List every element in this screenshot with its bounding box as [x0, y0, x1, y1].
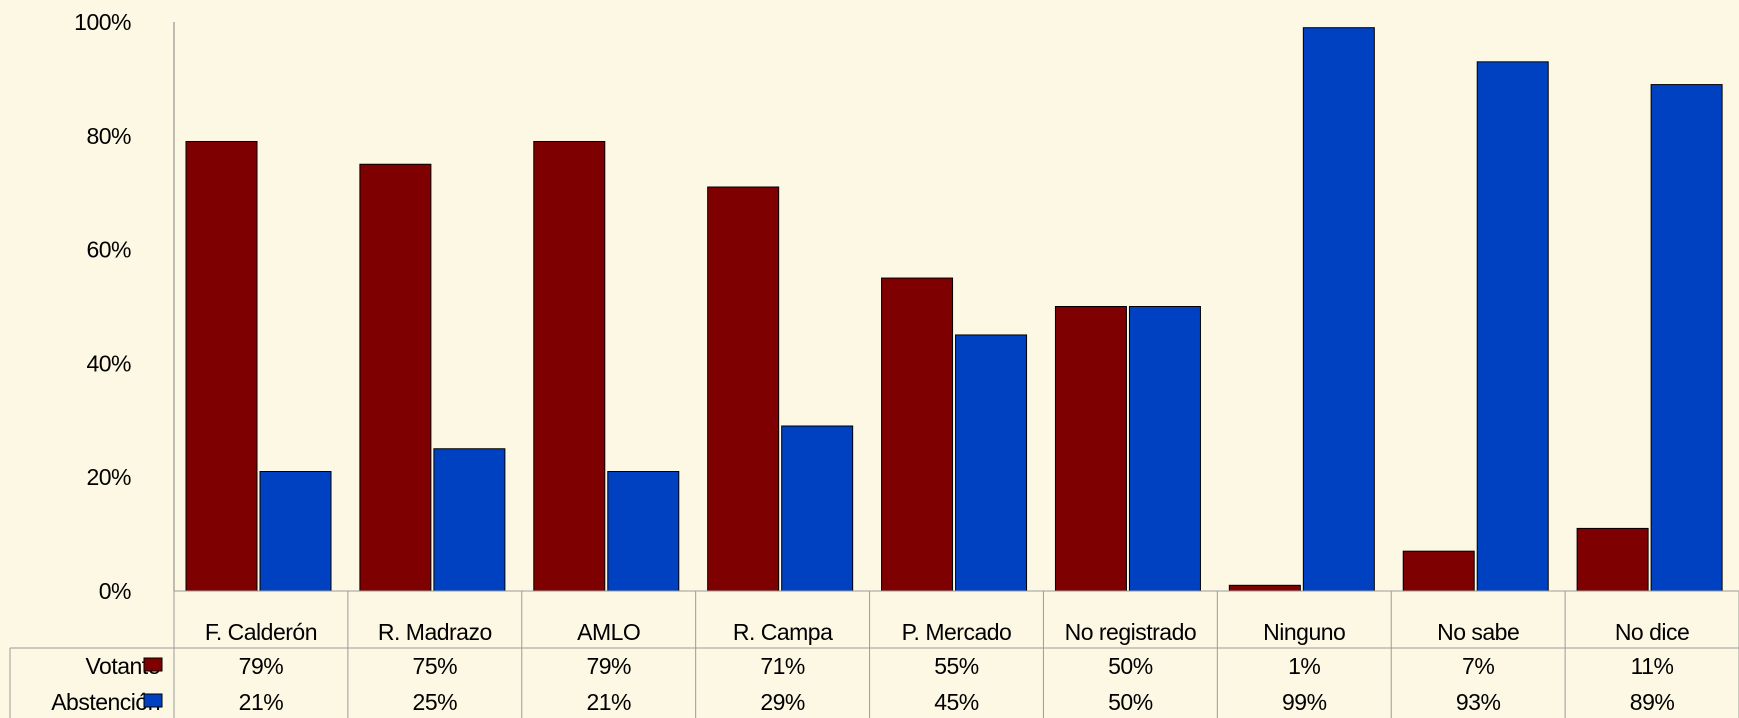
legend-label-abstencion: Abstención [51, 689, 160, 715]
data-label-votante: 11% [1631, 653, 1674, 679]
data-table: F. Calderón R. Madrazo AMLO R. Campa P. Merc… [9, 590, 1739, 718]
bar-abstencion [259, 471, 332, 592]
data-label-votante: 71% [760, 653, 805, 679]
bar-abstencion [1476, 61, 1549, 592]
bar-abstencion [433, 448, 506, 592]
data-label-votante: 75% [413, 653, 458, 679]
data-label-abstencion: 25% [413, 689, 458, 715]
data-label-votante: 55% [934, 653, 979, 679]
legend-swatch-votante [143, 657, 163, 672]
legend-swatch-abstencion [143, 693, 163, 708]
category-label: No registrado [1065, 619, 1197, 645]
data-label-votante: 79% [239, 653, 284, 679]
category-label: No sabe [1437, 619, 1519, 645]
data-label-votante: 1% [1288, 653, 1320, 679]
bar-votante [359, 163, 432, 592]
data-label-abstencion: 21% [586, 689, 631, 715]
y-tick-label: 0% [99, 578, 131, 604]
bar-votante [1576, 527, 1649, 592]
bar-votante [1402, 550, 1475, 592]
category-label: R. Madrazo [378, 619, 492, 645]
bar-abstencion [781, 425, 854, 592]
data-label-abstencion: 29% [760, 689, 805, 715]
y-tick-label: 100% [74, 9, 131, 35]
bar-votante [1054, 306, 1127, 592]
category-label: P. Mercado [902, 619, 1012, 645]
category-label: AMLO [577, 619, 640, 645]
data-label-abstencion: 21% [239, 689, 284, 715]
axis-layer: 0% 20% 40% 60% 80% 100% [74, 9, 175, 604]
bars-layer [185, 27, 1723, 592]
bar-votante [185, 140, 258, 592]
bar-abstencion [607, 471, 680, 592]
data-label-abstencion: 89% [1630, 689, 1675, 715]
bar-abstencion [1302, 27, 1375, 592]
data-label-abstencion: 93% [1456, 689, 1501, 715]
bar-votante [1228, 584, 1301, 592]
data-label-votante: 50% [1108, 653, 1153, 679]
category-label: No dice [1615, 619, 1689, 645]
bar-abstencion [1650, 84, 1723, 592]
bar-votante [707, 186, 780, 592]
category-label: R. Campa [733, 619, 833, 645]
category-label: Ninguno [1263, 619, 1345, 645]
data-label-votante: 7% [1462, 653, 1494, 679]
y-tick-label: 40% [86, 350, 131, 376]
y-tick-label: 80% [86, 123, 131, 149]
bar-abstencion [955, 334, 1028, 592]
category-label: F. Calderón [205, 619, 317, 645]
data-label-abstencion: 50% [1108, 689, 1153, 715]
bar-votante [533, 140, 606, 592]
bar-votante [881, 277, 954, 592]
data-label-abstencion: 45% [934, 689, 979, 715]
data-label-votante: 79% [586, 653, 631, 679]
y-tick-label: 60% [86, 237, 131, 263]
bar-abstencion [1128, 306, 1201, 592]
y-tick-label: 20% [86, 464, 131, 490]
data-label-abstencion: 99% [1282, 689, 1327, 715]
